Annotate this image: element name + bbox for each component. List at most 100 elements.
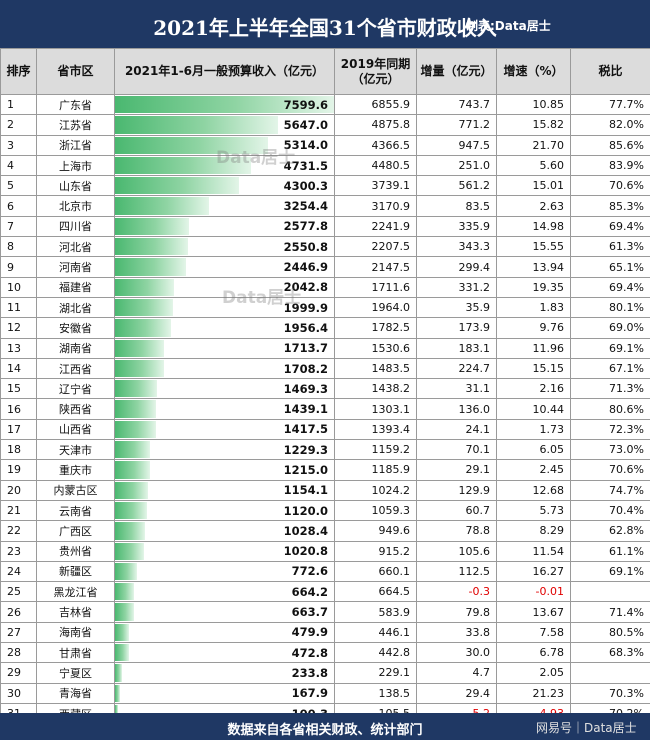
table-row: 27 海南省 479.9 446.1 33.8 7.58 80.5% bbox=[0, 621, 650, 644]
growth-cell: 10.85 bbox=[496, 93, 571, 116]
footer-note: 数据来自各省相关财政、统计部门 bbox=[227, 723, 423, 738]
page-title: 2021年上半年全国31个省市财政收入 bbox=[153, 16, 497, 40]
revenue-value: 1215.0 bbox=[283, 462, 328, 477]
table-row: 18 天津市 1229.3 1159.2 70.1 6.05 73.0% bbox=[0, 439, 650, 461]
province-cell: 吉林省 bbox=[36, 601, 115, 623]
increase-cell: 60.7 bbox=[416, 499, 497, 522]
increase-cell: 331.2 bbox=[416, 276, 497, 298]
title-bar: 2021年上半年全国31个省市财政收入 制表:Data居士 bbox=[0, 0, 650, 48]
revenue-value: 1713.7 bbox=[283, 341, 328, 356]
increase-cell: 251.0 bbox=[416, 154, 497, 177]
revenue-data-bar bbox=[115, 217, 190, 236]
rank-cell: 30 bbox=[0, 682, 37, 704]
table-row: 5 山东省 4300.3 3739.1 561.2 15.01 70.6% bbox=[0, 175, 650, 197]
revenue-value: 663.7 bbox=[291, 605, 328, 620]
revenue-cell: 2042.8 bbox=[114, 276, 335, 298]
revenue-data-bar bbox=[115, 238, 189, 256]
revenue-data-bar bbox=[115, 339, 165, 357]
revenue-data-bar bbox=[115, 156, 252, 175]
growth-cell: 21.23 bbox=[496, 682, 571, 704]
revenue-value: 1417.5 bbox=[283, 422, 328, 437]
header-rank: 排序 bbox=[0, 48, 37, 95]
revenue-value: 1120.0 bbox=[283, 503, 328, 518]
tax-ratio-cell: 69.4% bbox=[570, 276, 650, 298]
province-cell: 广东省 bbox=[36, 93, 115, 116]
tax-ratio-cell: 80.5% bbox=[570, 621, 650, 644]
increase-cell: 29.1 bbox=[416, 459, 497, 481]
rank-cell: 10 bbox=[0, 276, 37, 298]
increase-cell: 33.8 bbox=[416, 621, 497, 644]
province-cell: 安徽省 bbox=[36, 317, 115, 339]
header-same-period-2019: 2019年同期（亿元） bbox=[334, 48, 417, 95]
tax-ratio-cell: 69.1% bbox=[570, 560, 650, 583]
revenue-value: 2577.8 bbox=[283, 219, 328, 234]
revenue-data-bar bbox=[115, 177, 239, 195]
province-cell: 广西区 bbox=[36, 520, 115, 542]
rank-cell: 21 bbox=[0, 499, 37, 522]
revenue-cell: 7599.6 bbox=[114, 93, 335, 116]
revenue-value: 1999.9 bbox=[283, 300, 328, 315]
increase-cell: 83.5 bbox=[416, 195, 497, 217]
province-cell: 重庆市 bbox=[36, 459, 115, 481]
prior-period-cell: 1185.9 bbox=[334, 459, 417, 481]
revenue-data-bar bbox=[115, 623, 129, 642]
rank-cell: 24 bbox=[0, 560, 37, 583]
revenue-data-bar bbox=[115, 116, 278, 134]
increase-cell: 30.0 bbox=[416, 642, 497, 664]
province-cell: 北京市 bbox=[36, 195, 115, 217]
tax-ratio-cell: 71.4% bbox=[570, 601, 650, 623]
tax-ratio-cell: 77.7% bbox=[570, 93, 650, 116]
revenue-value: 4731.5 bbox=[283, 158, 328, 173]
revenue-value: 4300.3 bbox=[283, 178, 328, 193]
growth-cell: 5.60 bbox=[496, 154, 571, 177]
province-cell: 福建省 bbox=[36, 276, 115, 298]
revenue-data-bar bbox=[115, 278, 174, 296]
revenue-cell: 1120.0 bbox=[114, 499, 335, 522]
revenue-cell: 2550.8 bbox=[114, 236, 335, 258]
growth-cell: 11.96 bbox=[496, 337, 571, 359]
revenue-cell: 1469.3 bbox=[114, 378, 335, 400]
revenue-data-bar bbox=[115, 359, 165, 378]
tax-ratio-cell bbox=[570, 662, 650, 684]
revenue-cell: 1999.9 bbox=[114, 296, 335, 319]
table-row: 30 青海省 167.9 138.5 29.4 21.23 70.3% bbox=[0, 682, 650, 704]
growth-cell: 1.73 bbox=[496, 418, 571, 441]
table-row: 2 江苏省 5647.0 4875.8 771.2 15.82 82.0% bbox=[0, 114, 650, 136]
increase-cell: 136.0 bbox=[416, 398, 497, 420]
increase-cell: 299.4 bbox=[416, 256, 497, 278]
rank-cell: 15 bbox=[0, 378, 37, 400]
header-tax-ratio: 税比 bbox=[570, 48, 650, 95]
growth-cell: 13.94 bbox=[496, 256, 571, 278]
increase-cell: 335.9 bbox=[416, 215, 497, 238]
growth-cell: 2.45 bbox=[496, 459, 571, 481]
prior-period-cell: 1159.2 bbox=[334, 439, 417, 461]
revenue-value: 2446.9 bbox=[283, 260, 328, 275]
revenue-data-bar bbox=[115, 197, 209, 215]
increase-cell: 561.2 bbox=[416, 175, 497, 197]
header-growth: 增速（%） bbox=[496, 48, 571, 95]
prior-period-cell: 1483.5 bbox=[334, 357, 417, 380]
revenue-value: 664.2 bbox=[291, 584, 328, 599]
rank-cell: 12 bbox=[0, 317, 37, 339]
growth-cell: 14.98 bbox=[496, 215, 571, 238]
revenue-value: 1708.2 bbox=[283, 361, 328, 376]
revenue-cell: 3254.4 bbox=[114, 195, 335, 217]
increase-cell: 112.5 bbox=[416, 560, 497, 583]
prior-period-cell: 664.5 bbox=[334, 581, 417, 603]
prior-period-cell: 2147.5 bbox=[334, 256, 417, 278]
increase-cell: 24.1 bbox=[416, 418, 497, 441]
province-cell: 山西省 bbox=[36, 418, 115, 441]
table-row: 20 内蒙古区 1154.1 1024.2 129.9 12.68 74.7% bbox=[0, 479, 650, 501]
revenue-data-bar bbox=[115, 501, 148, 520]
revenue-cell: 1028.4 bbox=[114, 520, 335, 542]
tax-ratio-cell: 70.3% bbox=[570, 682, 650, 704]
growth-cell: 2.16 bbox=[496, 378, 571, 400]
prior-period-cell: 442.8 bbox=[334, 642, 417, 664]
table-row: 15 辽宁省 1469.3 1438.2 31.1 2.16 71.3% bbox=[0, 378, 650, 400]
province-cell: 云南省 bbox=[36, 499, 115, 522]
table-row: 3 浙江省 5314.0 4366.5 947.5 21.70 85.6% bbox=[0, 134, 650, 156]
revenue-data-bar bbox=[115, 664, 122, 682]
province-cell: 陕西省 bbox=[36, 398, 115, 420]
growth-cell: 1.83 bbox=[496, 296, 571, 319]
revenue-table: 排序 省市区 2021年1-6月一般预算收入（亿元） 2019年同期（亿元） 增… bbox=[0, 48, 650, 725]
